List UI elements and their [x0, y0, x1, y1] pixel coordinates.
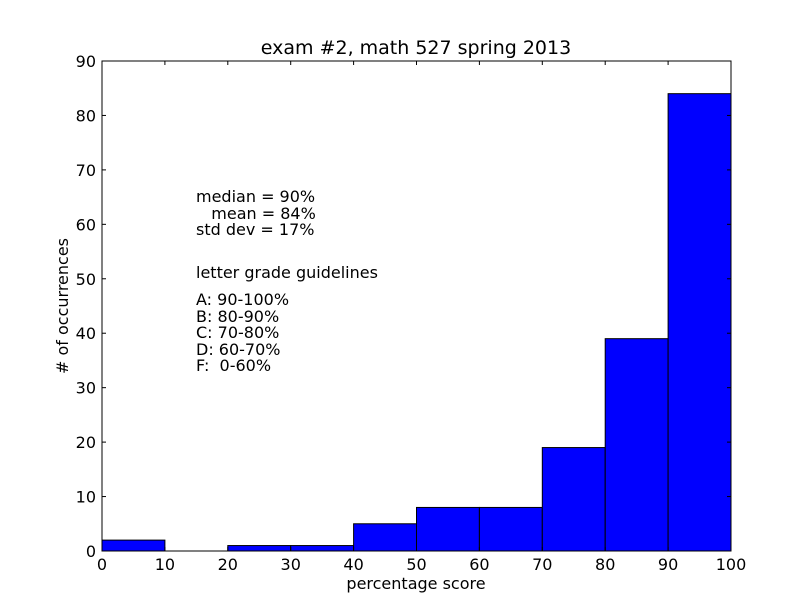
x-tick-label: 100: [716, 555, 747, 574]
x-tick-label: 30: [281, 555, 301, 574]
x-axis: 0 10 20 30 40 50 60 70 80 90 100: [97, 61, 746, 574]
x-tick-label: 50: [406, 555, 426, 574]
y-axis-label: # of occurrences: [53, 238, 72, 374]
annotations: median = 90% mean = 84% std dev = 17% le…: [196, 187, 378, 375]
x-tick-label: 70: [532, 555, 552, 574]
y-tick-label: 80: [76, 106, 96, 125]
bar-0-10: [101, 539, 166, 552]
stat-std-dev: std dev = 17%: [196, 220, 314, 239]
bar-90-100: [667, 93, 732, 552]
y-tick-label: 30: [76, 379, 96, 398]
y-tick-label: 70: [76, 161, 96, 180]
bar-80-90: [604, 338, 669, 552]
x-tick-label: 10: [155, 555, 175, 574]
bar-40-50: [353, 523, 418, 552]
bar-60-70: [478, 506, 543, 552]
bar-30-40: [290, 545, 355, 552]
stat-median: median = 90%: [196, 187, 315, 206]
x-tick-label: 60: [469, 555, 489, 574]
y-tick-label: 10: [76, 488, 96, 507]
guideline-a: A: 90-100%: [196, 290, 289, 309]
bars-group: [101, 93, 732, 552]
guideline-d: D: 60-70%: [196, 340, 281, 359]
x-axis-label: percentage score: [346, 574, 485, 593]
y-tick-label: 20: [76, 433, 96, 452]
y-tick-label: 60: [76, 215, 96, 234]
x-tick-label: 40: [343, 555, 363, 574]
y-tick-label: 90: [76, 52, 96, 71]
bar-70-80: [541, 447, 606, 552]
guidelines-title: letter grade guidelines: [196, 263, 378, 282]
x-tick-label: 0: [97, 555, 107, 574]
x-tick-label: 20: [218, 555, 238, 574]
guideline-b: B: 80-90%: [196, 307, 279, 326]
stat-mean: mean = 84%: [196, 204, 316, 223]
y-tick-label: 0: [86, 542, 96, 561]
bar-50-60: [416, 506, 480, 552]
x-tick-label: 80: [595, 555, 615, 574]
guideline-f: F: 0-60%: [196, 356, 271, 375]
x-tick-label: 90: [658, 555, 678, 574]
y-axis: 0 10 20 30 40 50 60 70 80 90: [76, 52, 731, 561]
guideline-c: C: 70-80%: [196, 323, 279, 342]
y-tick-label: 40: [76, 324, 96, 343]
bar-20-30: [227, 545, 292, 552]
y-tick-label: 50: [76, 270, 96, 289]
chart-title: exam #2, math 527 spring 2013: [261, 37, 571, 59]
